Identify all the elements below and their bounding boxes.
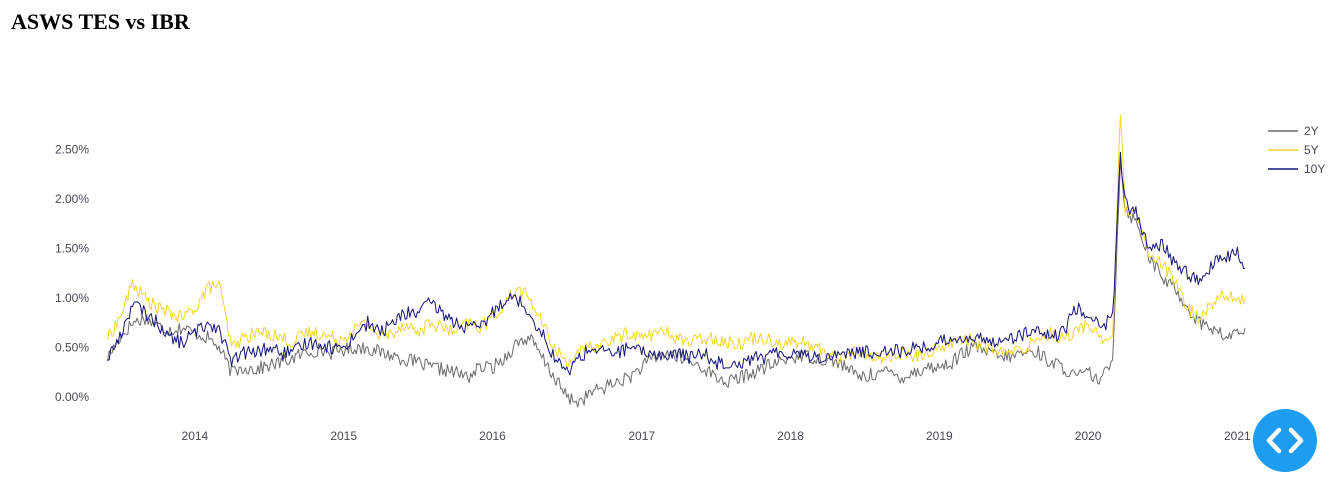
x-tick-label: 2018: [777, 429, 804, 443]
y-tick-label: 0.00%: [55, 390, 89, 404]
code-chevrons-icon: [1266, 427, 1304, 454]
x-tick-label: 2017: [628, 429, 655, 443]
y-tick-label: 2.50%: [55, 143, 89, 157]
series-line-10y: [107, 151, 1246, 376]
x-tick-label: 2020: [1075, 429, 1102, 443]
legend[interactable]: 2Y 5Y 10Y: [1268, 124, 1325, 176]
y-tick-label: 1.00%: [55, 291, 89, 305]
legend-item-10y[interactable]: 10Y: [1268, 162, 1325, 176]
x-tick-label: 2019: [926, 429, 953, 443]
plot-area: [107, 114, 1246, 408]
y-tick-label: 0.50%: [55, 341, 89, 355]
nav-toggle-button[interactable]: [1253, 409, 1317, 472]
page-title: ASWS TES vs IBR: [11, 9, 190, 34]
x-tick-label: 2016: [479, 429, 506, 443]
series-line-2y: [107, 161, 1246, 408]
legend-label: 5Y: [1304, 143, 1319, 157]
x-tick-label: 2021: [1224, 429, 1251, 443]
x-tick-label: 2015: [330, 429, 357, 443]
legend-label: 2Y: [1304, 124, 1319, 138]
series-line-5y: [107, 114, 1246, 368]
legend-item-5y[interactable]: 5Y: [1268, 143, 1319, 157]
legend-item-2y[interactable]: 2Y: [1268, 124, 1319, 138]
x-tick-label: 2014: [182, 429, 209, 443]
y-axis: 0.00% 0.50% 1.00% 1.50% 2.00% 2.50%: [55, 143, 89, 405]
y-tick-label: 2.00%: [55, 192, 89, 206]
x-axis: 2014 2015 2016 2017 2018 2019 2020 2021: [182, 429, 1251, 443]
y-tick-label: 1.50%: [55, 242, 89, 256]
legend-label: 10Y: [1304, 162, 1325, 176]
